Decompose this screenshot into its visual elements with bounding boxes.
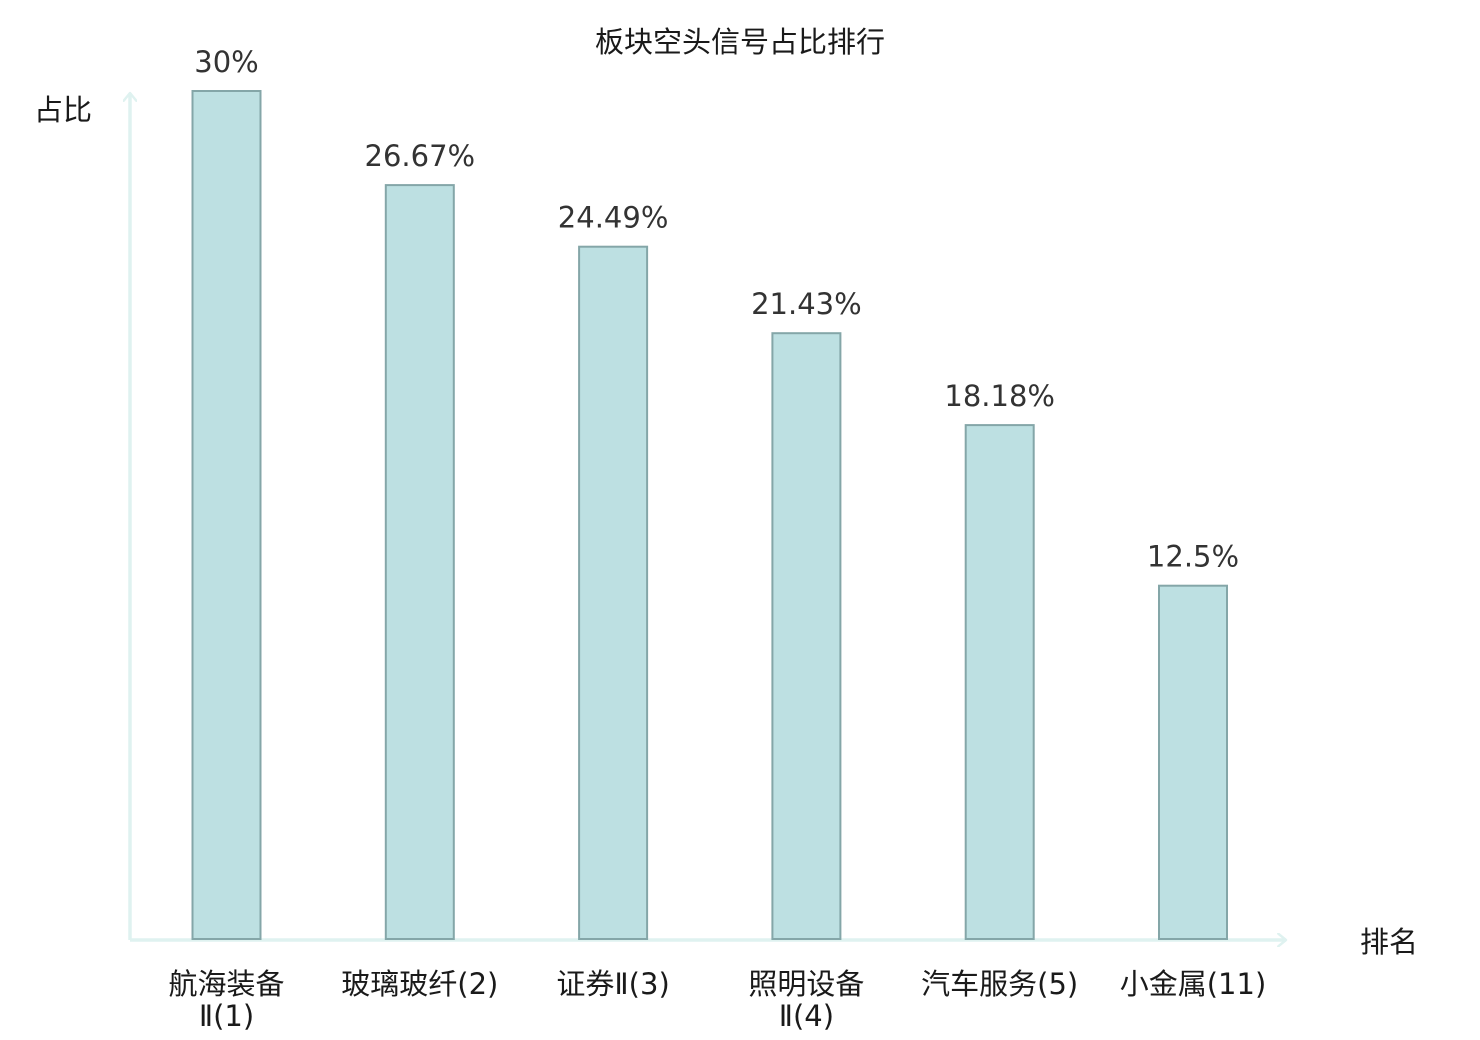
bar-3 <box>578 245 649 940</box>
value-labels-group: 30% 26.67% 24.49% 21.43% 18.18% 12.5% <box>194 45 1239 574</box>
bar-4 <box>771 332 842 940</box>
value-label-4: 21.43% <box>751 287 862 321</box>
bar-2 <box>384 184 455 941</box>
value-label-2: 26.67% <box>365 139 476 173</box>
value-label-5: 18.18% <box>944 379 1055 413</box>
category-label-2: 玻璃玻纤(2) <box>341 967 498 1001</box>
category-label-4-line-2: Ⅱ(4) <box>779 999 834 1033</box>
category-label-5: 汽车服务(5) <box>921 967 1078 1001</box>
bar-1 <box>191 90 262 940</box>
category-label-1-line-1: 航海装备 <box>168 967 284 1001</box>
bars-group <box>191 90 1228 941</box>
category-label-4-line-1: 照明设备 <box>748 967 864 1001</box>
bar-5 <box>964 424 1035 941</box>
y-axis-label: 占比 <box>34 93 92 127</box>
bar-6 <box>1158 584 1228 940</box>
category-label-1-line-2: Ⅱ(1) <box>199 999 254 1033</box>
value-label-1: 30% <box>194 45 258 79</box>
category-label-3: 证券Ⅱ(3) <box>556 967 669 1001</box>
x-axis-label: 排名 <box>1360 925 1418 959</box>
value-label-3: 24.49% <box>558 201 669 235</box>
category-label-6: 小金属(11) <box>1120 967 1267 1001</box>
chart-title: 板块空头信号占比排行 <box>595 25 885 59</box>
value-label-6: 12.5% <box>1147 540 1239 574</box>
